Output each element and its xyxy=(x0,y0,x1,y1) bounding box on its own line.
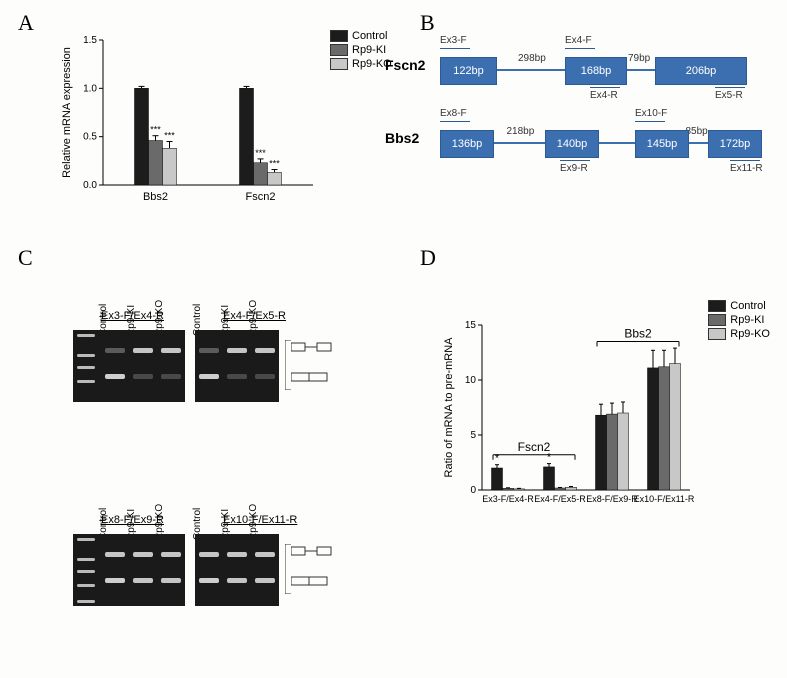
svg-text:Ex3-F/Ex4-R: Ex3-F/Ex4-R xyxy=(482,494,534,504)
svg-text:0.0: 0.0 xyxy=(83,180,97,191)
legend-item: Rp9-KI xyxy=(708,314,770,326)
exon-box: 122bp xyxy=(440,57,497,85)
gene-name: Fscn2 xyxy=(385,57,425,73)
lane-label: Rp9-KO xyxy=(193,281,259,336)
legend-item: Control xyxy=(708,300,770,312)
chart-d: 0 5 10 15 Ratio of mRNA to pre-mRNA Ex3-F/Ex4… xyxy=(440,290,770,530)
legend-item: Rp9-KI xyxy=(330,44,392,56)
svg-text:0.5: 0.5 xyxy=(83,132,97,143)
svg-text:Fscn2: Fscn2 xyxy=(246,191,276,203)
exon-box: 172bp xyxy=(708,130,762,158)
primer-label: Ex11-R xyxy=(730,163,763,174)
legend-item: Control xyxy=(330,30,392,42)
primer-label: Ex4-R xyxy=(590,90,618,101)
primer-label: Ex9-R xyxy=(560,163,588,174)
splice-icon xyxy=(291,340,333,359)
svg-text:5: 5 xyxy=(470,430,476,441)
primer-label: Ex5-R xyxy=(715,90,743,101)
chart-a: 0.0 0.5 1.0 1.5 Relative mRNA expression Bbs2… xyxy=(58,30,318,210)
legend-item: Rp9-KO xyxy=(330,58,392,70)
exon-box: 206bp xyxy=(655,57,747,85)
svg-text:0: 0 xyxy=(470,485,476,496)
primer-label: Ex4-F xyxy=(565,35,592,46)
svg-text:Bbs2: Bbs2 xyxy=(143,191,168,203)
svg-text:Fscn2: Fscn2 xyxy=(518,440,551,454)
gel-image xyxy=(195,330,279,402)
legend-item: Rp9-KO xyxy=(708,328,770,340)
svg-text:Ex8-F/Ex9-R: Ex8-F/Ex9-R xyxy=(586,494,638,504)
svg-text:10: 10 xyxy=(465,375,477,386)
svg-text:Ex10-F/Ex11-R: Ex10-F/Ex11-R xyxy=(634,494,695,504)
panel-c-label: C xyxy=(18,245,33,271)
svg-text:Relative mRNA expression: Relative mRNA expression xyxy=(61,47,73,178)
legend-a: Control Rp9-KI Rp9-KO xyxy=(330,30,392,72)
legend-d: Control Rp9-KI Rp9-KO xyxy=(708,300,770,342)
svg-text:***: *** xyxy=(269,159,280,169)
exon-box: 168bp xyxy=(565,57,627,85)
splice-icon xyxy=(291,544,333,563)
gene-row: Bbs2218bp85bp136bp140bp145bp172bpEx8-FEx… xyxy=(440,108,770,163)
svg-text:Ratio of mRNA to pre-mRNA: Ratio of mRNA to pre-mRNA xyxy=(443,337,455,478)
gel-image xyxy=(195,534,279,606)
panel-b-label: B xyxy=(420,10,435,36)
svg-text:***: *** xyxy=(255,148,266,158)
panel-c: Ex3-F/Ex4-R700bp500bp400bp300bpControlRp… xyxy=(35,270,415,678)
gene-row: Fscn2298bp79bp122bp168bp206bpEx3-FEx4-FE… xyxy=(440,35,770,90)
panel-b: Fscn2298bp79bp122bp168bp206bpEx3-FEx4-FE… xyxy=(440,35,770,181)
figure-container: A B C D 0.0 0.5 1.0 1.5 Relative mRNA expres… xyxy=(10,10,777,558)
svg-text:Ex4-F/Ex5-R: Ex4-F/Ex5-R xyxy=(534,494,586,504)
svg-text:Bbs2: Bbs2 xyxy=(624,327,652,341)
panel-d-label: D xyxy=(420,245,436,271)
exon-box: 145bp xyxy=(635,130,689,158)
svg-text:1.5: 1.5 xyxy=(83,35,97,46)
primer-label: Ex3-F xyxy=(440,35,467,46)
svg-text:***: *** xyxy=(150,125,161,135)
panel-a-label: A xyxy=(18,10,34,36)
lane-label: Rp9-KO xyxy=(193,485,259,540)
svg-text:1.0: 1.0 xyxy=(83,83,97,94)
splice-icon xyxy=(291,370,333,389)
svg-text:***: *** xyxy=(164,131,175,141)
svg-text:15: 15 xyxy=(465,320,477,331)
splice-icon xyxy=(291,574,333,593)
gel-image xyxy=(73,330,185,402)
exon-box: 136bp xyxy=(440,130,494,158)
primer-label: Ex10-F xyxy=(635,108,667,119)
primer-label: Ex8-F xyxy=(440,108,467,119)
exon-box: 140bp xyxy=(545,130,599,158)
gene-name: Bbs2 xyxy=(385,130,419,146)
gel-image xyxy=(73,534,185,606)
